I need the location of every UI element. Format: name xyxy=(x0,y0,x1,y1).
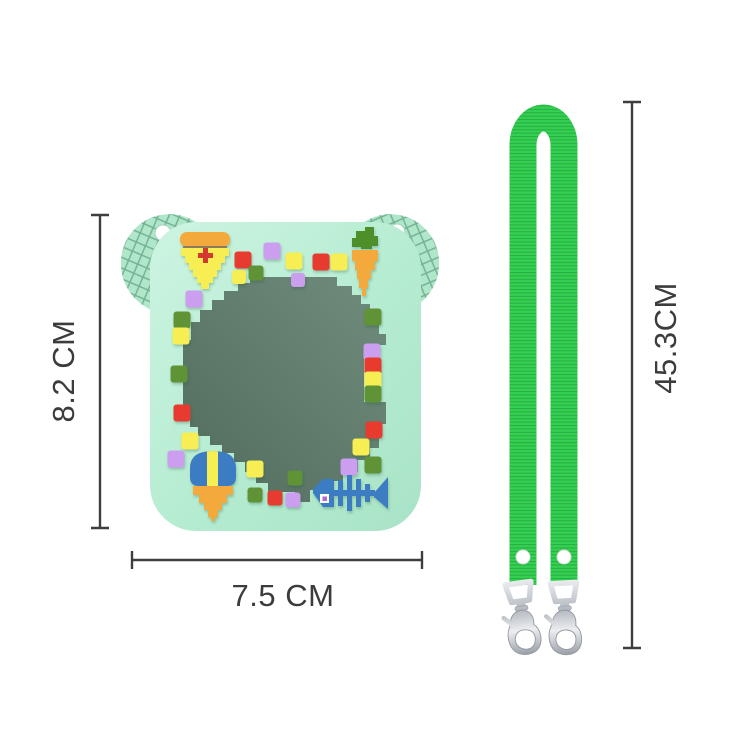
case-height-label: 8.2 CM xyxy=(46,320,81,423)
pixel-square-yellow xyxy=(364,371,382,389)
case-width-label: 7.5 CM xyxy=(232,578,335,613)
height-dimension xyxy=(91,213,109,530)
lanyard-dimension xyxy=(623,100,641,650)
pixel-square-green xyxy=(170,365,188,383)
tamagotchi-case xyxy=(120,214,440,531)
pixel-square-yellow xyxy=(232,270,246,284)
pixel-square-red xyxy=(365,421,383,439)
pixel-square-purple xyxy=(340,458,358,476)
pixel-square-purple xyxy=(263,242,281,260)
carrot-icon xyxy=(352,227,378,296)
pixel-square-red xyxy=(312,253,330,271)
pixel-square-red xyxy=(173,404,191,422)
pixel-square-yellow xyxy=(330,253,348,271)
pixel-square-purple xyxy=(185,290,203,308)
pixel-square-yellow xyxy=(285,252,303,270)
lanyard xyxy=(499,104,583,657)
pixel-square-purple xyxy=(167,450,185,468)
pixel-square-green xyxy=(287,470,303,486)
left-clasp xyxy=(499,581,543,657)
pixel-square-red xyxy=(267,490,283,506)
pixel-square-green xyxy=(247,487,263,503)
pixel-square-purple xyxy=(363,343,381,361)
pixel-squares xyxy=(167,242,383,508)
right-clasp xyxy=(545,582,583,655)
pixel-square-green xyxy=(364,456,382,474)
hot-air-balloon-icon xyxy=(190,451,236,521)
pixel-square-yellow xyxy=(181,432,199,450)
pixel-square-purple xyxy=(291,273,305,287)
pixel-square-yellow xyxy=(172,327,190,345)
pixel-square-green xyxy=(364,385,382,403)
rivet-icon xyxy=(556,549,572,565)
pixel-square-yellow xyxy=(246,460,264,478)
lanyard-strap xyxy=(509,104,578,585)
pixel-square-yellow xyxy=(352,438,370,456)
ice-cream-icon xyxy=(180,232,230,289)
fish-bone-icon xyxy=(313,475,388,511)
width-dimension xyxy=(130,551,424,569)
cross-icon xyxy=(198,248,213,263)
pixel-square-green xyxy=(173,311,191,329)
pixel-square-green xyxy=(248,265,264,281)
case-screen xyxy=(183,277,386,502)
pixel-square-red xyxy=(364,357,382,375)
pixel-square-red xyxy=(234,251,252,269)
pixel-square-purple xyxy=(285,492,301,508)
rivet-icon xyxy=(515,549,531,565)
pixel-square-green xyxy=(364,308,382,326)
lanyard-length-label: 45.3CM xyxy=(648,282,683,394)
